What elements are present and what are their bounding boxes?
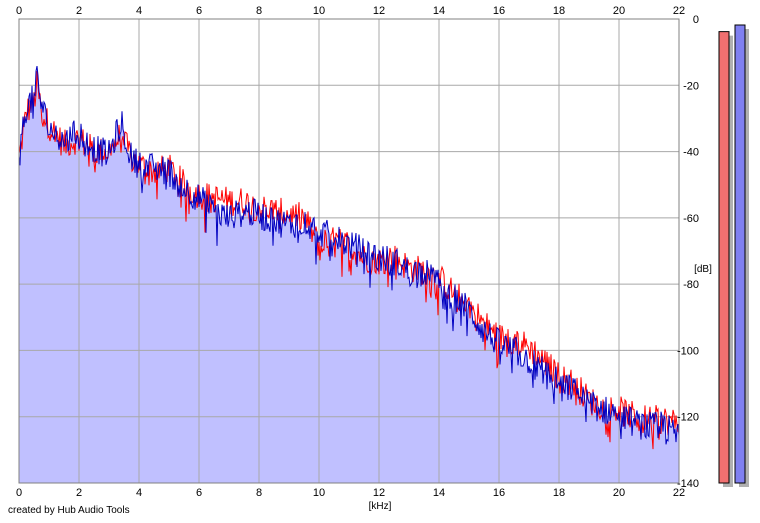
x-tick-label-top: 16 bbox=[493, 5, 505, 17]
x-tick-label-top: 10 bbox=[313, 5, 325, 17]
x-tick-label-bottom: 20 bbox=[613, 487, 625, 499]
x-tick-label-top: 12 bbox=[373, 5, 385, 17]
x-tick-label-top: 20 bbox=[613, 5, 625, 17]
y-axis-label: [dB] bbox=[694, 264, 712, 275]
x-tick-label-top: 18 bbox=[553, 5, 565, 17]
x-tick-label-bottom: 16 bbox=[493, 487, 505, 499]
y-tick-label: -60 bbox=[683, 213, 699, 225]
x-tick-label-top: 22 bbox=[673, 5, 685, 17]
spectrum-fill bbox=[19, 66, 679, 483]
level-meter-left bbox=[718, 31, 730, 484]
y-tick-label: -40 bbox=[683, 147, 699, 159]
x-tick-label-bottom: 4 bbox=[136, 487, 142, 499]
x-tick-label-bottom: 10 bbox=[313, 487, 325, 499]
y-tick-label: -120 bbox=[677, 412, 699, 424]
x-tick-label-top: 6 bbox=[196, 5, 202, 17]
x-tick-label-bottom: 2 bbox=[76, 487, 82, 499]
x-tick-label-top: 4 bbox=[136, 5, 142, 17]
credit-text: created by Hub Audio Tools bbox=[8, 505, 130, 516]
plot-frame bbox=[18, 18, 680, 484]
x-tick-label-top: 14 bbox=[433, 5, 445, 17]
y-tick-label: -20 bbox=[683, 80, 699, 92]
series-line-red bbox=[18, 71, 680, 450]
x-axis-label: [kHz] bbox=[369, 501, 392, 512]
y-tick-label: -140 bbox=[677, 478, 699, 490]
x-tick-label-bottom: 6 bbox=[196, 487, 202, 499]
x-tick-label-bottom: 18 bbox=[553, 487, 565, 499]
level-meter-right bbox=[734, 24, 746, 484]
y-tick-label: 0 bbox=[693, 14, 699, 26]
x-tick-label-bottom: 0 bbox=[16, 487, 22, 499]
x-tick-label-top: 8 bbox=[256, 5, 262, 17]
x-tick-label-top: 0 bbox=[16, 5, 22, 17]
x-tick-label-bottom: 14 bbox=[433, 487, 445, 499]
x-tick-label-bottom: 22 bbox=[673, 487, 685, 499]
x-tick-label-bottom: 8 bbox=[256, 487, 262, 499]
x-tick-label-top: 2 bbox=[76, 5, 82, 17]
y-tick-label: -100 bbox=[677, 345, 699, 357]
series-line-blue bbox=[18, 66, 680, 445]
x-tick-label-bottom: 12 bbox=[373, 487, 385, 499]
y-tick-label: -80 bbox=[683, 279, 699, 291]
